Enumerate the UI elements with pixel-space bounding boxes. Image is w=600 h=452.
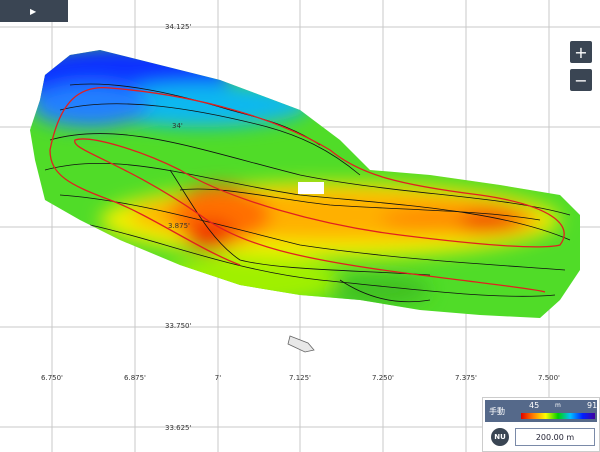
depth-max: 91 [587,401,598,410]
color-scale [521,413,595,419]
lat-label: 33.625' [165,424,191,432]
lon-label: 6.750' [41,374,63,382]
lon-label: 7.250' [372,374,394,382]
north-button[interactable]: NU [491,428,509,446]
mode: 手動 [489,407,505,416]
depth-unit: m [555,402,561,409]
boat [287,335,315,353]
depth-min: 45 [529,401,540,410]
depth-legend: 手動 45 m 91 NU 200.00 m [482,397,600,452]
lon-label: 7.125' [289,374,311,382]
play-button[interactable]: ▶ [0,0,68,22]
legend-bar: 手動 45 m 91 [485,400,597,422]
contours [44,83,571,303]
lat-label: 3.875' [168,222,190,230]
lon-label: 7' [215,374,221,382]
zoom-out[interactable]: − [570,69,592,91]
scale-distance: 200.00 m [515,428,595,446]
lat-label: 33.750' [165,322,191,330]
route [49,86,565,293]
lat-label: 34.125' [165,23,191,31]
zoom-in[interactable]: + [570,41,592,63]
lon-label: 6.875' [124,374,146,382]
lon-label: 7.375' [455,374,477,382]
lon-label: 7.500' [538,374,560,382]
lat-label: 34' [172,122,183,130]
